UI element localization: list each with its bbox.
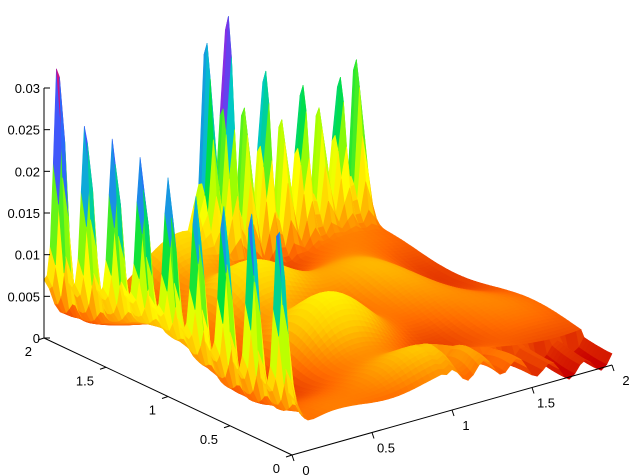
z-tick-label: 0.01 xyxy=(15,248,40,263)
y-tick-mark xyxy=(161,396,169,399)
z-tick-label: 0.025 xyxy=(7,123,40,138)
x-tick-mark xyxy=(371,432,375,439)
x-tick-mark xyxy=(451,409,455,417)
x-tick-mark xyxy=(291,454,295,462)
y-tick-label: 2 xyxy=(25,344,32,359)
z-tick-label: 0.005 xyxy=(7,289,40,304)
y-tick-label: 1 xyxy=(149,403,156,418)
x-tick-label: 0.5 xyxy=(377,441,395,456)
x-tick-label: 0 xyxy=(302,463,309,475)
z-tick-label: 0.015 xyxy=(7,206,40,221)
x-tick-label: 2 xyxy=(622,373,629,388)
y-tick-label: 0.5 xyxy=(200,432,218,447)
y-tick-mark xyxy=(99,366,107,370)
y-tick-label: 0 xyxy=(273,461,280,475)
x-tick-mark xyxy=(611,364,615,372)
z-tick-label: 0.02 xyxy=(15,164,40,179)
z-tick-label: 0.03 xyxy=(15,81,40,96)
y-tick-label: 1.5 xyxy=(76,373,94,388)
z-tick-label: 0 xyxy=(33,331,40,346)
y-tick-mark xyxy=(285,454,293,458)
surface-mesh xyxy=(43,16,613,421)
x-tick-label: 1.5 xyxy=(537,396,555,411)
y-tick-mark xyxy=(223,425,231,429)
x-tick-mark xyxy=(531,387,535,394)
x-tick-label: 1 xyxy=(462,418,469,433)
